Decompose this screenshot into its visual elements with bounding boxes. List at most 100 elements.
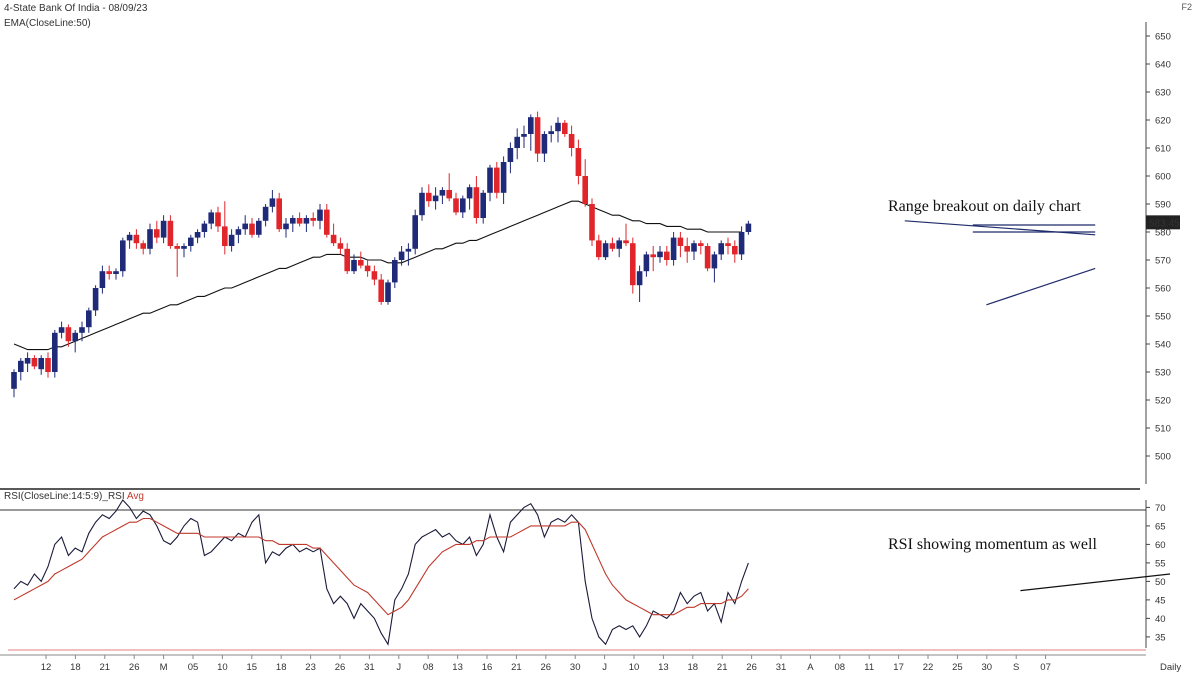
x-axis-title: Daily [1160, 662, 1181, 673]
candles [11, 111, 752, 398]
rsi-series [13, 499, 749, 646]
candle [174, 243, 180, 277]
candle [276, 192, 282, 232]
rsi-annotation: RSI showing momentum as well [888, 536, 1097, 553]
candle [562, 120, 568, 137]
candle [460, 195, 466, 218]
candle-body [473, 187, 480, 218]
price-tick-label: 520 [1155, 396, 1171, 407]
candle [330, 223, 337, 246]
price-tick-label: 610 [1155, 144, 1171, 155]
candle-body [630, 243, 636, 286]
candle-body [181, 246, 187, 249]
x-tick-label: J [396, 662, 401, 673]
candle [11, 369, 17, 398]
candle [596, 234, 602, 260]
candle-body [562, 122, 568, 134]
candle [133, 229, 140, 249]
candle-body [208, 212, 214, 224]
candle [38, 355, 44, 375]
candle-body [337, 243, 344, 249]
candle-body [92, 288, 99, 311]
candle-body [86, 310, 92, 328]
candle [582, 159, 588, 207]
price-tick-label: 530 [1155, 368, 1171, 379]
candle [235, 226, 242, 244]
candle-body [575, 148, 582, 176]
rsi-series-line [13, 517, 749, 616]
candle-body [269, 198, 276, 207]
candle-body [582, 176, 588, 204]
candle [446, 173, 452, 202]
candle-body [303, 218, 310, 224]
candle-body [643, 254, 650, 272]
candle [140, 240, 146, 255]
candle [31, 355, 38, 370]
candle [514, 128, 520, 160]
candle-body [555, 122, 561, 132]
price-annotation: Range breakout on daily chart [888, 198, 1081, 215]
candle-body [398, 251, 405, 260]
candle-body [160, 220, 167, 238]
rsi-indicator-label: RSI(CloseLine:14:5:9)_RSI Avg [4, 491, 144, 502]
x-tick-label: 23 [305, 662, 316, 673]
candle-body [249, 223, 255, 235]
price-tick-label: 510 [1155, 424, 1171, 435]
candle-body [596, 240, 602, 258]
candle-body [222, 226, 228, 246]
candle [24, 352, 31, 372]
candle [439, 187, 446, 204]
candle [398, 246, 405, 266]
candle [575, 139, 582, 185]
rsi-tick-label: 65 [1155, 521, 1166, 532]
candle-body [120, 240, 126, 272]
candle-body [38, 358, 44, 370]
price-tick-label: 650 [1155, 32, 1171, 43]
candle-body [317, 209, 323, 221]
candle [616, 237, 622, 258]
rsi-avg-label: Avg [126, 491, 144, 502]
candle-body [106, 271, 112, 274]
candle [120, 237, 126, 277]
candle-body [167, 220, 174, 246]
x-tick-label: 18 [276, 662, 287, 673]
ascending-support-line [986, 267, 1096, 306]
candle [208, 209, 214, 230]
candle-body [65, 327, 72, 342]
price-tick-label: 590 [1155, 200, 1171, 211]
rsi-tick-label: 45 [1155, 595, 1166, 606]
price-tick-label: 540 [1155, 340, 1171, 351]
candle-body [58, 327, 65, 333]
candle [364, 260, 371, 277]
x-tick-label: 08 [835, 662, 846, 673]
x-tick-label: 12 [41, 662, 52, 673]
rsi-tick-label: 40 [1155, 614, 1166, 625]
price-tick-label: 620 [1155, 116, 1171, 127]
candle-body [487, 167, 493, 193]
candle [664, 246, 670, 266]
candle [310, 212, 316, 227]
candle [242, 215, 248, 235]
candle-body [330, 234, 337, 244]
candle-body [18, 360, 24, 372]
candle-body [548, 131, 554, 134]
candle [45, 352, 51, 378]
candle [738, 226, 745, 260]
candle-body [623, 240, 629, 244]
price-tick-label: 630 [1155, 88, 1171, 99]
candle-body [589, 204, 595, 241]
candle-body [283, 223, 289, 230]
candle [711, 251, 718, 283]
candle-body [358, 260, 364, 266]
candle-body [745, 223, 752, 232]
candle-body [494, 167, 500, 193]
candle-body [412, 215, 418, 249]
x-tick-label: J [602, 662, 607, 673]
candle-body [670, 237, 677, 260]
candle [181, 243, 187, 258]
candle-body [351, 260, 357, 272]
candle-body [500, 162, 507, 193]
candle [79, 321, 85, 342]
candle [534, 111, 541, 162]
